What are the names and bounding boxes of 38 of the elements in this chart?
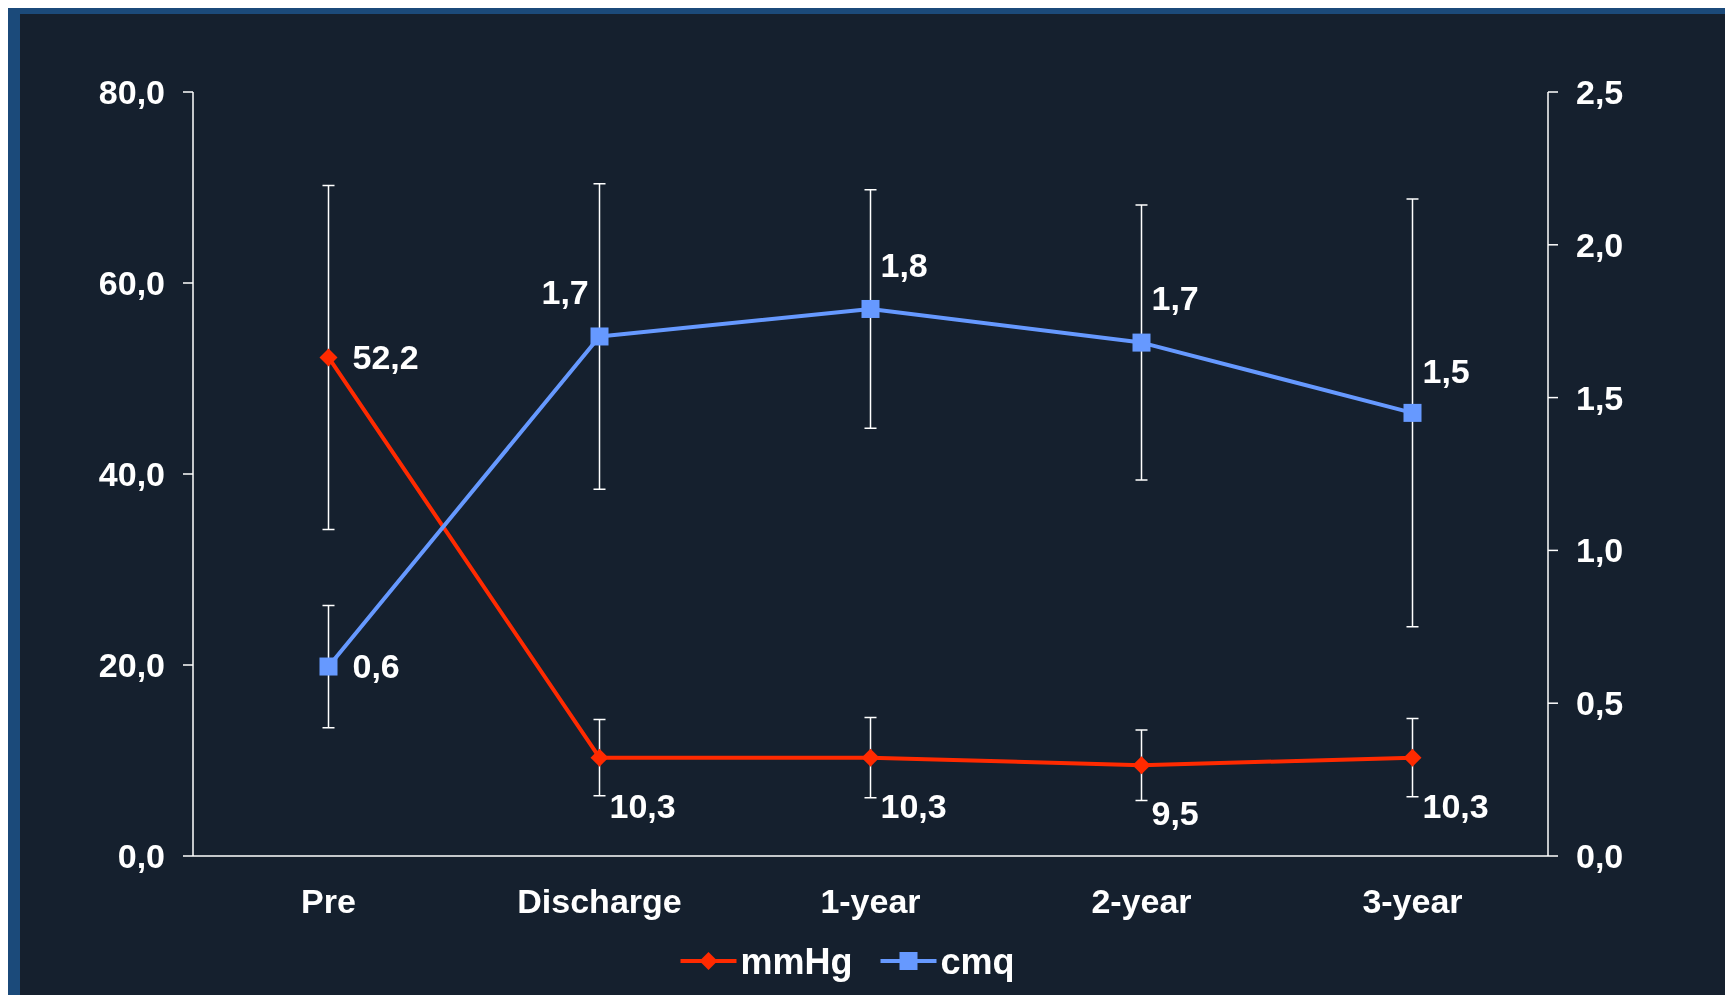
x-tick-label: 2-year: [1091, 881, 1192, 920]
y-tick-label: 80,0: [98, 72, 165, 111]
point: [319, 348, 338, 367]
point: [1403, 748, 1422, 767]
data-label: 10,3: [609, 786, 676, 825]
y-tick-label: 20,0: [98, 645, 165, 684]
point: [319, 657, 338, 676]
y-tick-label: 60,0: [98, 263, 165, 302]
legend-label: cmq: [940, 940, 1015, 982]
point: [590, 748, 609, 767]
data-label: 10,3: [880, 786, 947, 825]
x-tick-label: Pre: [301, 881, 356, 920]
y-tick-label: 40,0: [98, 454, 165, 493]
x-tick-label: 1-year: [820, 881, 921, 920]
data-label: 9,5: [1151, 794, 1199, 833]
point: [1132, 756, 1151, 775]
y2-tick-label: 1,0: [1576, 531, 1624, 570]
point: [861, 748, 880, 767]
data-label: 1,5: [1422, 351, 1470, 390]
data-label: 1,8: [880, 245, 928, 284]
point: [861, 299, 880, 318]
data-label: 52,2: [352, 338, 419, 377]
legend-label: mmHg: [740, 940, 853, 982]
point: [590, 327, 609, 346]
point: [1132, 333, 1151, 352]
x-tick-label: 3-year: [1362, 881, 1463, 920]
data-label: 0,6: [352, 647, 400, 686]
data-label: 1,7: [1151, 279, 1199, 318]
y2-tick-label: 2,0: [1576, 225, 1624, 264]
data-label: 1,7: [541, 273, 589, 312]
data-label: 10,3: [1422, 786, 1489, 825]
y2-tick-label: 0,5: [1576, 684, 1624, 723]
point: [1403, 403, 1422, 422]
y-tick-label: 0,0: [117, 836, 165, 875]
y2-tick-label: 1,5: [1576, 378, 1624, 417]
y2-tick-label: 0,0: [1576, 836, 1624, 875]
x-tick-label: Discharge: [517, 881, 682, 920]
y2-tick-label: 2,5: [1576, 72, 1624, 111]
